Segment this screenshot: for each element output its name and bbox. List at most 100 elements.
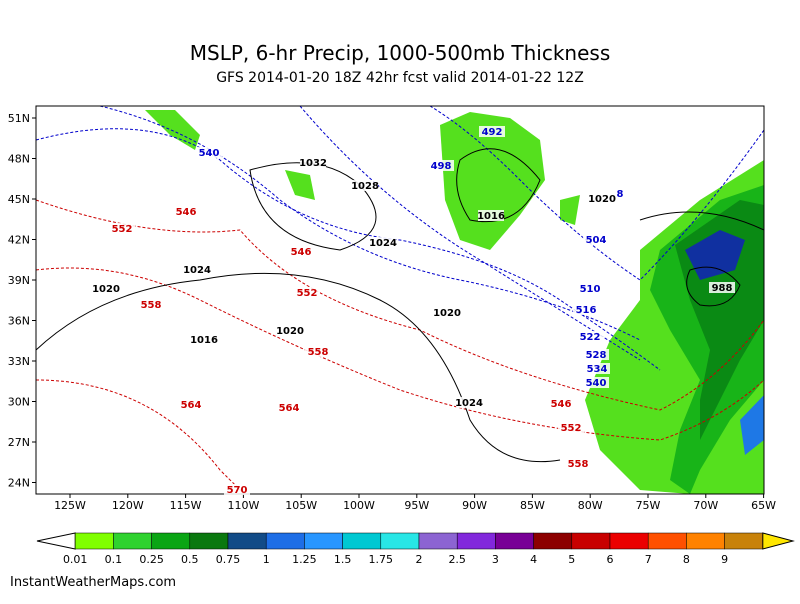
colorbar-label: 6	[607, 553, 614, 566]
lat-label: 24N	[8, 477, 30, 490]
lat-label: 42N	[8, 234, 30, 247]
label-bg	[478, 210, 504, 221]
contours	[35, 105, 765, 495]
contour-label: 1028	[351, 181, 379, 192]
colorbar-label: 0.01	[63, 553, 88, 566]
lon-label: 125W	[54, 499, 86, 512]
colorbar-box	[495, 532, 534, 550]
colorbar-box	[418, 532, 458, 550]
lon-axis: 125W 120W 115W 110W 105W 100W 95W 90W 85W 80W 75W 7…	[54, 494, 776, 512]
subtitle: GFS 2014-01-20 18Z 42hr fcst valid 2014-…	[216, 70, 584, 86]
colorbar-box	[686, 532, 725, 550]
colorbar-arrow-right	[762, 532, 795, 550]
contour-label: 546	[551, 399, 572, 410]
contour-label: 1024	[455, 398, 483, 409]
colorbar-label: 1.5	[334, 553, 352, 566]
contour-label: 540	[199, 148, 220, 159]
contour-label: 1020	[433, 308, 461, 319]
label-bg	[584, 363, 610, 374]
label-bg	[573, 304, 599, 315]
label-bg	[294, 287, 320, 298]
colorbar-label: 0.1	[105, 553, 123, 566]
label-bg	[589, 193, 615, 204]
lat-label: 48N	[8, 153, 30, 166]
colorbar-label: 5	[568, 553, 575, 566]
lat-label: 45N	[8, 193, 30, 206]
colorbar-box	[533, 532, 573, 550]
contour-label: 510	[580, 284, 601, 295]
contour-label: 1024	[369, 238, 397, 249]
contour-labels: 492 498 540 504 510 516 522 528 534 540 8 552 546 546…	[92, 126, 735, 496]
colorbar-box	[227, 532, 267, 550]
contour-label: 1020	[276, 326, 304, 337]
label-bg	[300, 157, 326, 168]
label-bg	[428, 160, 454, 171]
colorbar-label: 0.5	[181, 553, 199, 566]
label-bg	[277, 325, 303, 336]
lon-label: 90W	[462, 499, 487, 512]
colorbar-box	[74, 532, 114, 550]
contour-label: 564	[279, 403, 300, 414]
contour-label: 558	[568, 459, 589, 470]
map-frame	[35, 105, 765, 495]
colorbar-label: 2	[416, 553, 423, 566]
lat-label: 36N	[8, 315, 30, 328]
contour-label: 492	[482, 127, 503, 138]
colorbar-box	[571, 532, 611, 550]
colorbar: 0.01 0.1 0.25 0.5 0.75 1 1.25 1.5 1.75 2 2.5 3 4 5 6 7 8…	[36, 532, 795, 566]
contour-label: 8	[617, 189, 624, 200]
contour-label: 1024	[183, 265, 211, 276]
contour-label: 564	[181, 400, 202, 411]
label-bg	[184, 264, 210, 275]
credit: InstantWeatherMaps.com	[10, 575, 176, 590]
label-bg	[583, 234, 609, 245]
label-bg	[479, 126, 505, 137]
colorbar-box	[113, 532, 152, 550]
label-bg	[138, 299, 164, 310]
lon-label: 110W	[227, 499, 259, 512]
precip	[145, 110, 764, 494]
contour-label: 546	[291, 247, 312, 258]
colorbar-box	[304, 532, 343, 550]
contour-label: 546	[176, 207, 197, 218]
colorbar-box	[151, 532, 191, 550]
colorbar-box	[265, 532, 305, 550]
contour-label: 558	[141, 300, 162, 311]
label-bg	[370, 237, 396, 248]
contour-label: 504	[586, 235, 607, 246]
lon-label: 75W	[636, 499, 661, 512]
title: MSLP, 6-hr Precip, 1000-500mb Thickness	[190, 41, 611, 65]
colorbar-box	[647, 532, 687, 550]
contour-label: 522	[580, 332, 601, 343]
contour-label: 534	[587, 364, 608, 375]
label-bg	[456, 397, 482, 408]
colorbar-box	[609, 532, 649, 550]
contour-label: 552	[112, 224, 133, 235]
contour-label: 1020	[588, 194, 616, 205]
label-bg	[548, 398, 574, 409]
label-bg	[565, 458, 591, 469]
lon-label: 100W	[343, 499, 375, 512]
label-bg	[224, 484, 250, 495]
label-bg	[577, 331, 603, 342]
contour-label: 516	[576, 305, 597, 316]
label-bg	[709, 282, 735, 293]
lon-label: 70W	[693, 499, 718, 512]
colorbar-label: 0.25	[139, 553, 164, 566]
lat-axis: 51N 48N 45N 42N 39N 36N 33N 30N 27N 24N	[8, 112, 36, 490]
contour-label: 570	[227, 485, 248, 496]
lon-label: 105W	[285, 499, 317, 512]
lat-label: 39N	[8, 274, 30, 287]
contour-label: 498	[431, 161, 452, 172]
contour-label: 1016	[190, 335, 218, 346]
colorbar-label: 8	[683, 553, 690, 566]
contour-label: 552	[297, 288, 318, 299]
lon-label: 95W	[404, 499, 429, 512]
contour-label: 1016	[477, 211, 505, 222]
colorbar-box	[724, 532, 764, 550]
label-bg	[276, 402, 302, 413]
colorbar-label: 0.75	[216, 553, 241, 566]
colorbar-label: 4	[530, 553, 537, 566]
label-bg	[191, 334, 217, 345]
